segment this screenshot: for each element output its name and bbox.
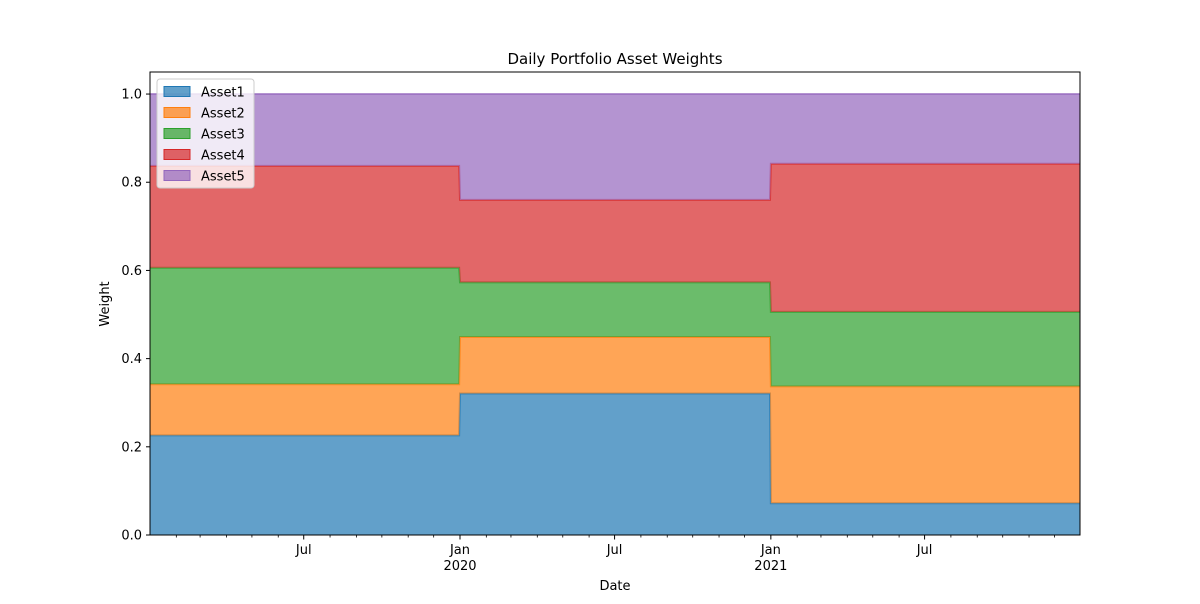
legend-box (156, 78, 255, 189)
y-tick-label: 0.0 (121, 529, 142, 544)
legend-swatch-asset5 (163, 170, 191, 181)
area-asset5 (150, 94, 1080, 200)
legend-label: Asset3 (201, 128, 245, 143)
legend-label: Asset1 (201, 86, 245, 101)
legend-label: Asset5 (201, 170, 245, 185)
area-asset1 (150, 393, 1080, 535)
area-asset2 (150, 337, 1080, 504)
x-tick-label: Jul (916, 543, 933, 558)
x-tick-label: Jan (449, 543, 470, 558)
legend-item-asset3: Asset3 (163, 128, 245, 143)
y-tick-label: 0.8 (121, 176, 142, 191)
area-asset4 (150, 163, 1080, 312)
legend-label: Asset4 (201, 149, 245, 164)
legend-label: Asset2 (201, 107, 245, 122)
legend-item-asset5: Asset5 (163, 170, 245, 185)
legend-swatch-asset4 (163, 149, 191, 160)
legend-swatch-asset3 (163, 128, 191, 139)
x-tick-label: Jul (606, 543, 623, 558)
legend-item-asset1: Asset1 (163, 86, 245, 101)
y-tick-label: 0.6 (121, 264, 142, 279)
legend-item-asset2: Asset2 (163, 107, 245, 122)
y-tick-label: 1.0 (121, 88, 142, 103)
y-axis-label: Weight (98, 281, 113, 326)
x-axis-label: Date (599, 579, 630, 594)
areas-layer (150, 93, 1080, 535)
legend[interactable]: Asset1 Asset2 Asset3 Asset4 Asset5 (156, 78, 255, 189)
x-tick-year-label: 2021 (754, 559, 787, 574)
y-tick-label: 0.4 (121, 352, 142, 367)
legend-swatch-asset1 (163, 86, 191, 97)
legend-swatch-asset2 (163, 107, 191, 118)
legend-item-asset4: Asset4 (163, 149, 245, 164)
area-asset3 (150, 267, 1080, 387)
x-tick-label: Jul (295, 543, 312, 558)
x-tick-label: Jan (760, 543, 781, 558)
x-tick-year-label: 2020 (443, 559, 476, 574)
y-tick-label: 0.2 (121, 440, 142, 455)
chart-title: Daily Portfolio Asset Weights (507, 50, 722, 68)
